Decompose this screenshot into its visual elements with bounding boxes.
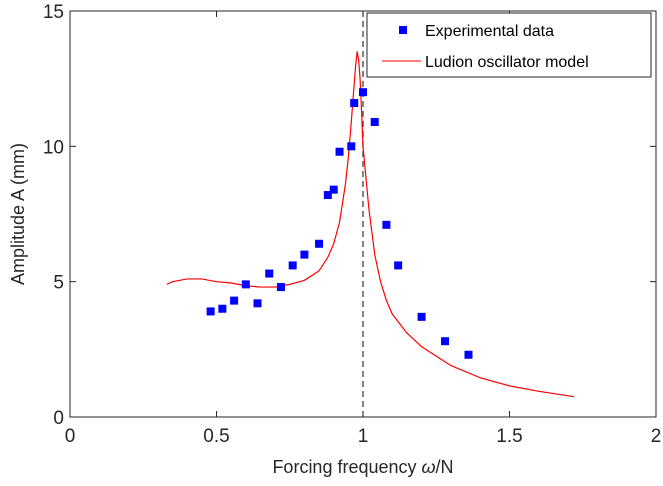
legend-marker-experimental — [399, 26, 407, 34]
data-point — [323, 191, 332, 200]
y-axis-label: Amplitude A (mm) — [8, 143, 28, 285]
data-point — [394, 261, 403, 270]
data-point — [206, 307, 215, 316]
legend-box — [366, 12, 652, 78]
legend-label-experimental: Experimental data — [425, 23, 554, 40]
legend-label-model: Ludion oscillator model — [425, 54, 589, 71]
data-point — [253, 299, 262, 308]
data-point — [288, 261, 297, 270]
data-point — [230, 296, 239, 305]
legend: Experimental data Ludion oscillator mode… — [366, 12, 652, 78]
x-axis-label-symbol: ω — [422, 457, 436, 477]
data-point — [350, 99, 359, 108]
y-axis-ticks: 0 5 10 15 — [43, 2, 656, 429]
x-tick-label: 2 — [651, 426, 662, 447]
x-axis-label: Forcing frequency ω/N — [272, 457, 453, 477]
data-point — [464, 350, 473, 359]
y-tick-label: 10 — [43, 137, 64, 158]
data-point — [359, 88, 367, 97]
data-point — [347, 142, 356, 151]
data-point — [265, 269, 274, 278]
data-point — [300, 250, 309, 259]
data-point — [315, 239, 324, 248]
x-tick-label: 1 — [358, 426, 369, 447]
data-point — [218, 304, 227, 313]
data-point — [370, 117, 379, 126]
x-axis-label-suffix: /N — [436, 457, 454, 477]
data-point — [335, 147, 344, 156]
series-layer — [166, 50, 575, 398]
y-tick-label: 15 — [43, 2, 64, 23]
data-point — [417, 312, 426, 321]
data-point — [276, 283, 285, 292]
data-point — [441, 337, 450, 346]
x-tick-label: 1.5 — [496, 426, 522, 447]
x-axis-label-main: Forcing frequency — [272, 457, 421, 477]
data-point — [241, 280, 250, 289]
x-axis-ticks: 0 0.5 1 1.5 2 — [65, 11, 662, 447]
data-point — [329, 185, 338, 194]
y-tick-label: 0 — [53, 408, 64, 429]
axes-box — [69, 10, 657, 418]
x-tick-label: 0 — [65, 426, 76, 447]
y-tick-label: 5 — [53, 273, 64, 294]
x-tick-label: 0.5 — [203, 426, 229, 447]
data-point — [382, 220, 391, 229]
